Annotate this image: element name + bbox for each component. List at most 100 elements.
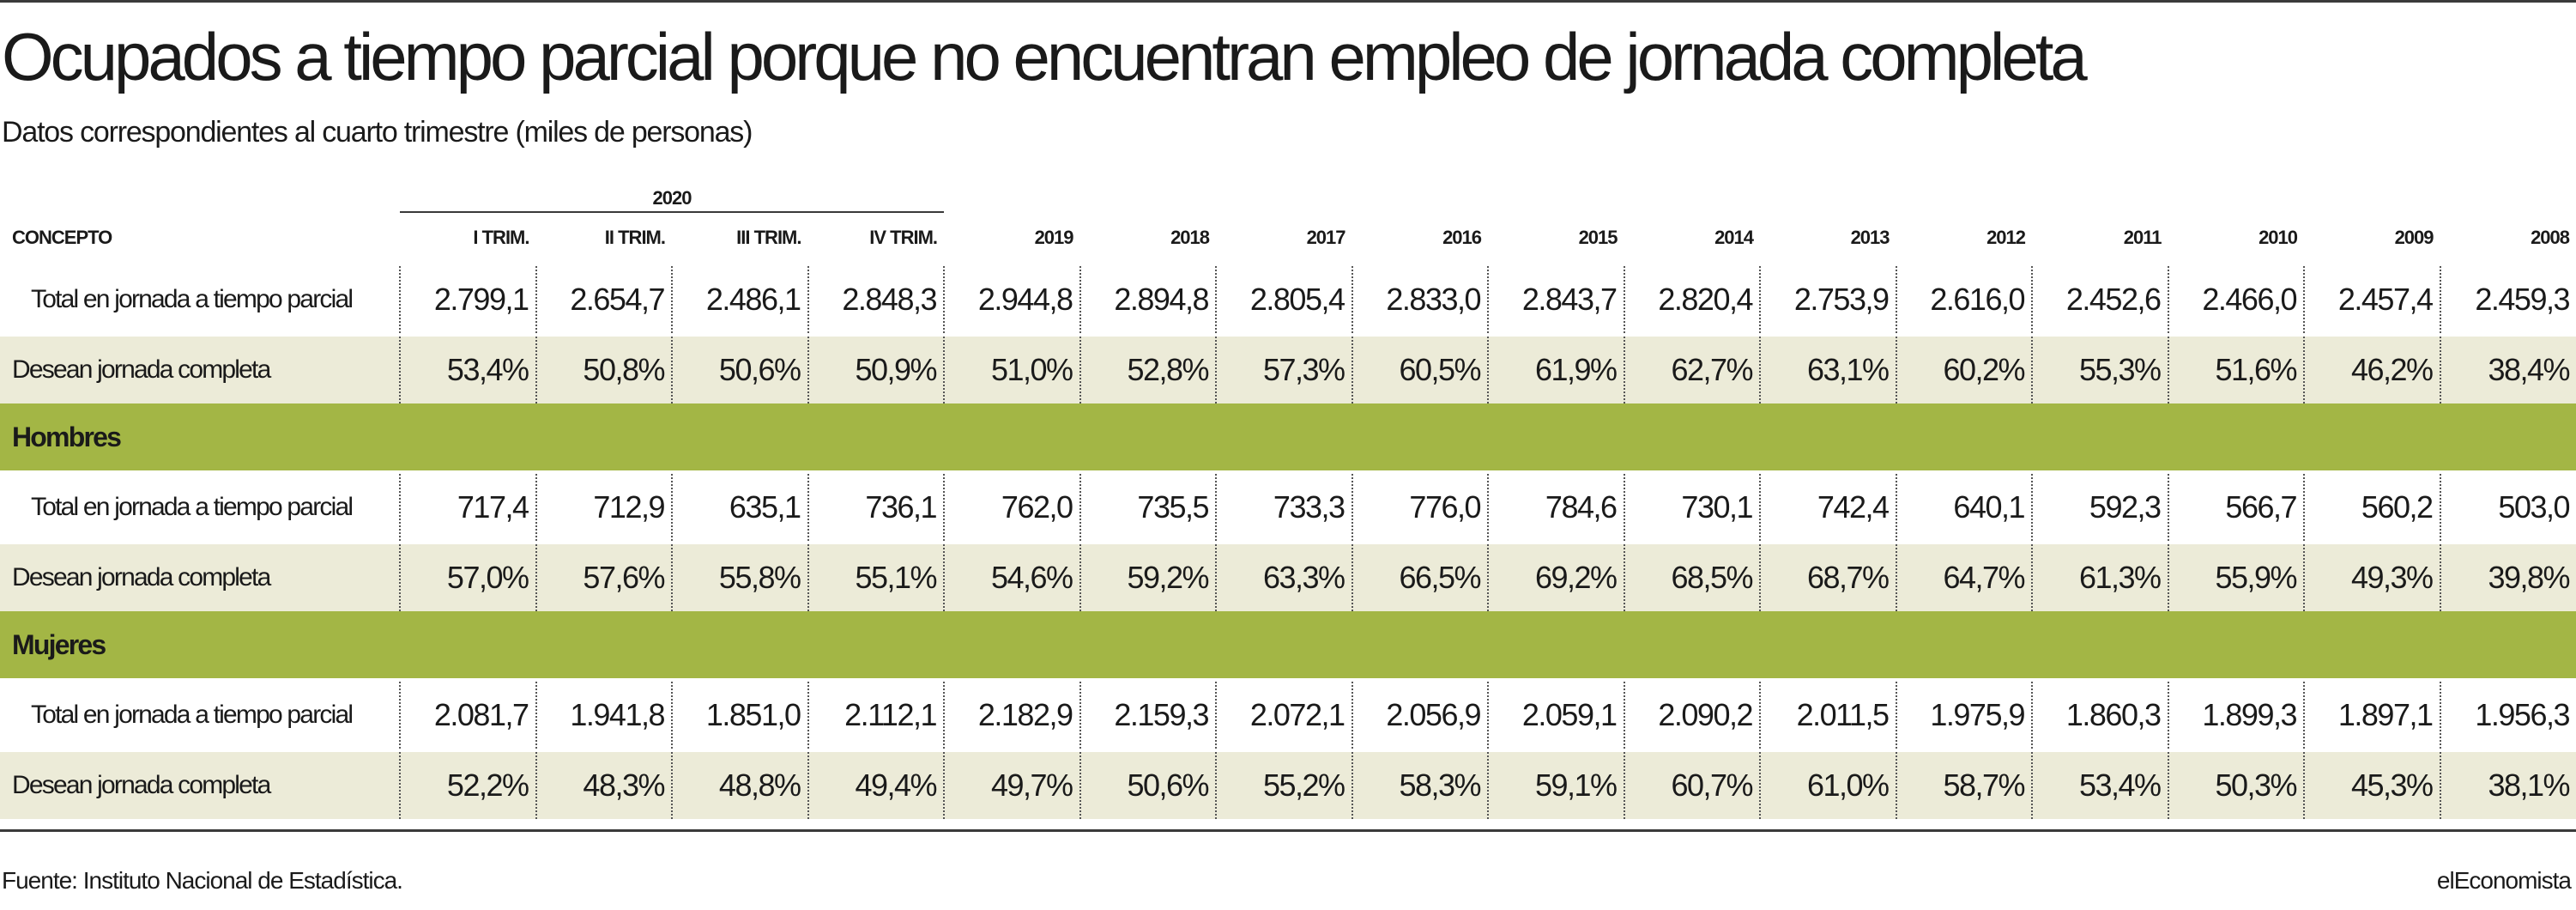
- table-cell: 60,7%: [1623, 749, 1761, 819]
- table-cell: 45,3%: [2303, 749, 2440, 819]
- row-label: Desean jornada completa: [0, 541, 400, 611]
- column-header: 2015: [1578, 226, 1618, 248]
- table-cell: 60,5%: [1351, 333, 1489, 403]
- table-cell: 62,7%: [1623, 333, 1761, 403]
- table-cell: 48,3%: [535, 749, 672, 819]
- table-cell: 69,2%: [1487, 541, 1624, 611]
- table-cell: 53,4%: [2031, 749, 2168, 819]
- table-cell: 55,1%: [807, 541, 945, 611]
- table-cell: 733,3: [1215, 470, 1352, 543]
- concept-header: CONCEPTO: [12, 226, 112, 248]
- table-cell: 762,0: [943, 470, 1080, 543]
- table-cell: 57,3%: [1215, 333, 1352, 403]
- table-cell: 640,1: [1895, 470, 2033, 543]
- table-cell: 2.466,0: [2167, 263, 2305, 335]
- table-cell: 1.956,3: [2439, 678, 2576, 750]
- table-cell: 52,2%: [399, 749, 536, 819]
- table-cell: 776,0: [1351, 470, 1489, 543]
- table-cell: 55,9%: [2167, 541, 2305, 611]
- table-cell: 49,7%: [943, 749, 1080, 819]
- table-cell: 57,0%: [399, 541, 536, 611]
- column-header: 2008: [2531, 226, 2570, 248]
- column-header: IV TRIM.: [869, 227, 938, 248]
- table-cell: 2.059,1: [1487, 678, 1624, 750]
- column-header: 2011: [2123, 226, 2162, 248]
- table-cell: 2.072,1: [1215, 678, 1352, 750]
- table-cell: 2.486,1: [671, 263, 808, 335]
- column-header-row: CONCEPTO I TRIM. II TRIM. III TRIM. IV TRIM.…: [0, 212, 2576, 264]
- table-row: Total en jornada a tiempo parcial 2.081,7…: [0, 678, 2576, 750]
- table-cell: 61,3%: [2031, 541, 2168, 611]
- table-cell: 735,5: [1079, 470, 1217, 543]
- table-cell: 1.860,3: [2031, 678, 2168, 750]
- column-header: I TRIM.: [473, 227, 529, 248]
- table-cell: 49,4%: [807, 749, 945, 819]
- table-cell: 1.899,3: [2167, 678, 2305, 750]
- table-cell: 50,9%: [807, 333, 945, 403]
- row-label: Total en jornada a tiempo parcial: [0, 263, 400, 335]
- table-cell: 592,3: [2031, 470, 2168, 543]
- column-header: 2016: [1442, 226, 1482, 248]
- table-cell: 38,1%: [2439, 749, 2576, 819]
- section-label: Mujeres: [0, 611, 2576, 680]
- table-cell: 55,8%: [671, 541, 808, 611]
- table-cell: 1.851,0: [671, 678, 808, 750]
- source-note: Fuente: Instituto Nacional de Estadístic…: [2, 867, 403, 894]
- table-cell: 2.616,0: [1895, 263, 2033, 335]
- table-cell: 560,2: [2303, 470, 2440, 543]
- row-label: Desean jornada completa: [0, 333, 400, 403]
- table-cell: 63,3%: [1215, 541, 1352, 611]
- table-cell: 51,0%: [943, 333, 1080, 403]
- table-cell: 503,0: [2439, 470, 2576, 543]
- table-cell: 2.452,6: [2031, 263, 2168, 335]
- table-cell: 55,2%: [1215, 749, 1352, 819]
- table-cell: 49,3%: [2303, 541, 2440, 611]
- table-cell: 2.112,1: [807, 678, 945, 750]
- table-cell: 68,7%: [1759, 541, 1896, 611]
- column-header: 2010: [2259, 226, 2298, 248]
- table-cell: 742,4: [1759, 470, 1896, 543]
- column-header: 2013: [1850, 226, 1890, 248]
- brand-logo: elEconomista: [2436, 867, 2572, 894]
- table-cell: 2.654,7: [535, 263, 672, 335]
- table-cell: 46,2%: [2303, 333, 2440, 403]
- table-cell: 39,8%: [2439, 541, 2576, 611]
- table-cell: 2.182,9: [943, 678, 1080, 750]
- page-subtitle: Datos correspondientes al cuarto trimest…: [2, 116, 753, 149]
- table-cell: 2.805,4: [1215, 263, 1352, 335]
- group-header-2020: 2020: [400, 180, 945, 213]
- table-row: Total en jornada a tiempo parcial 717,4 71…: [0, 470, 2576, 543]
- table-cell: 64,7%: [1895, 541, 2033, 611]
- column-header: 2019: [1034, 226, 1074, 248]
- table-cell: 730,1: [1623, 470, 1761, 543]
- group-header-row: 2020: [0, 180, 2576, 213]
- table-row: Desean jornada completa 57,0% 57,6% 55,8% 55…: [0, 541, 2576, 611]
- row-label: Desean jornada completa: [0, 749, 400, 819]
- table-cell: 66,5%: [1351, 541, 1489, 611]
- table-row: Desean jornada completa 52,2% 48,3% 48,8% 49…: [0, 749, 2576, 819]
- table-cell: 2.753,9: [1759, 263, 1896, 335]
- section-label: Hombres: [0, 403, 2576, 472]
- table-cell: 635,1: [671, 470, 808, 543]
- table-cell: 50,6%: [1079, 749, 1217, 819]
- table-cell: 2.799,1: [399, 263, 536, 335]
- column-header: 2009: [2394, 226, 2434, 248]
- table-cell: 52,8%: [1079, 333, 1217, 403]
- table-cell: 1.975,9: [1895, 678, 2033, 750]
- section-row: Hombres: [0, 403, 2576, 472]
- table-cell: 2.056,9: [1351, 678, 1489, 750]
- table-cell: 2.833,0: [1351, 263, 1489, 335]
- top-rule: [0, 0, 2576, 3]
- table-cell: 1.897,1: [2303, 678, 2440, 750]
- column-header: 2017: [1306, 226, 1346, 248]
- table-cell: 54,6%: [943, 541, 1080, 611]
- table-cell: 1.941,8: [535, 678, 672, 750]
- table-cell: 50,8%: [535, 333, 672, 403]
- column-header: 2018: [1170, 226, 1210, 248]
- table-row: Desean jornada completa 53,4% 50,8% 50,6% 50…: [0, 333, 2576, 403]
- table-cell: 61,9%: [1487, 333, 1624, 403]
- table-cell: 68,5%: [1623, 541, 1761, 611]
- table-cell: 2.011,5: [1759, 678, 1896, 750]
- table-cell: 58,3%: [1351, 749, 1489, 819]
- table-cell: 736,1: [807, 470, 945, 543]
